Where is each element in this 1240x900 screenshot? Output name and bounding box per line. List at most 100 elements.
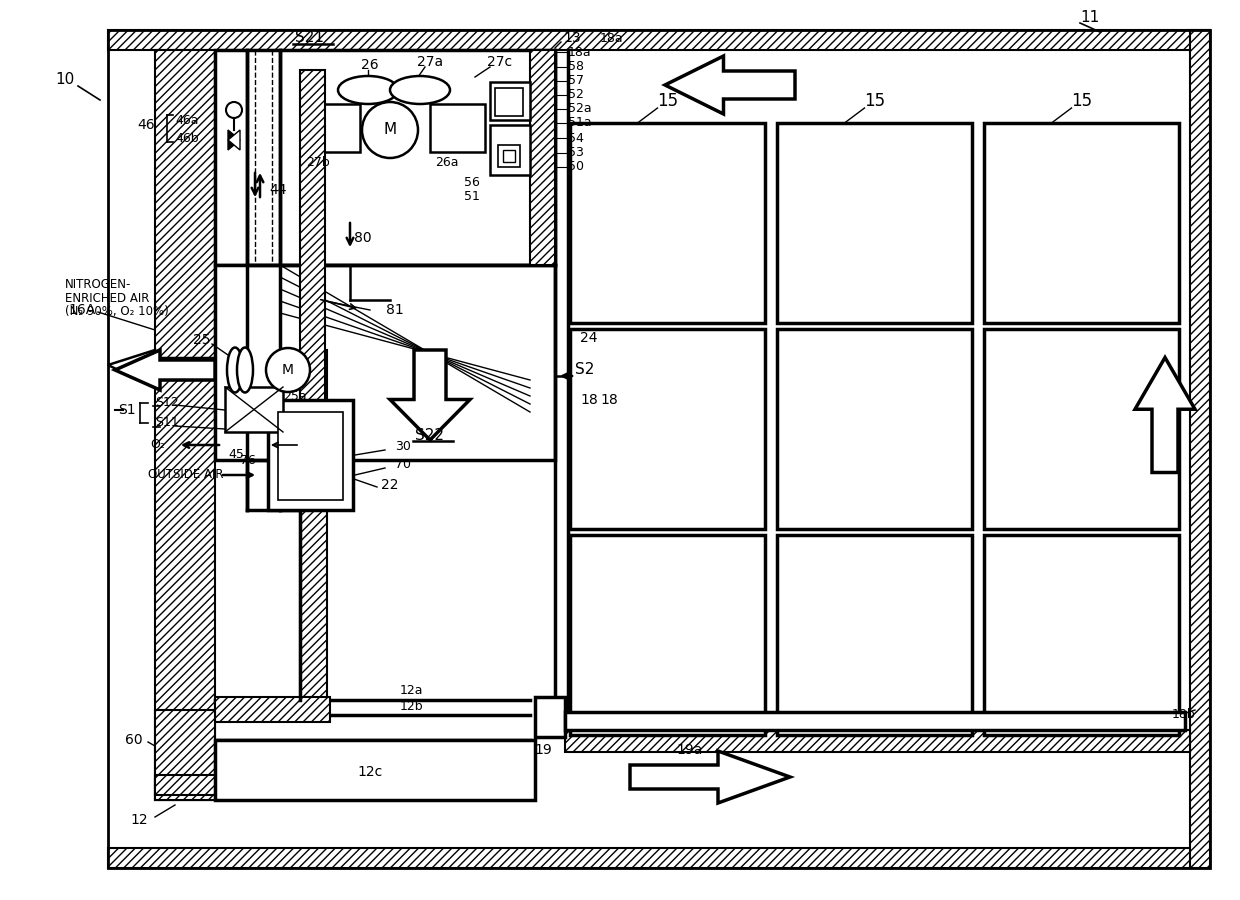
Text: 13: 13 bbox=[563, 31, 580, 45]
Bar bbox=[300, 70, 325, 510]
Text: 10: 10 bbox=[56, 73, 74, 87]
Text: 18: 18 bbox=[600, 393, 618, 407]
Text: (N₂ 90%, O₂ 10%): (N₂ 90%, O₂ 10%) bbox=[64, 304, 169, 318]
Polygon shape bbox=[630, 751, 790, 803]
Text: 15: 15 bbox=[864, 92, 885, 110]
Polygon shape bbox=[115, 350, 215, 390]
Text: 46: 46 bbox=[138, 118, 155, 132]
Bar bbox=[155, 775, 325, 795]
Circle shape bbox=[267, 348, 310, 392]
Text: 81: 81 bbox=[386, 303, 404, 317]
Text: 18: 18 bbox=[580, 393, 598, 407]
Bar bbox=[268, 400, 353, 510]
Text: 26: 26 bbox=[361, 58, 378, 72]
Text: 18b: 18b bbox=[1172, 708, 1195, 722]
Polygon shape bbox=[391, 350, 470, 440]
Polygon shape bbox=[665, 56, 795, 114]
Text: 30: 30 bbox=[396, 440, 410, 454]
Text: 25: 25 bbox=[192, 333, 210, 347]
Text: 60: 60 bbox=[125, 733, 143, 747]
Text: 52: 52 bbox=[568, 88, 584, 102]
Bar bbox=[155, 50, 215, 800]
Bar bbox=[503, 150, 515, 162]
Text: M: M bbox=[383, 122, 397, 138]
Polygon shape bbox=[228, 130, 241, 150]
Text: 27c: 27c bbox=[487, 55, 512, 69]
Text: 54: 54 bbox=[568, 131, 584, 145]
Ellipse shape bbox=[227, 347, 243, 392]
Text: 45: 45 bbox=[228, 448, 244, 462]
Text: 24: 24 bbox=[580, 331, 598, 345]
Text: S22: S22 bbox=[415, 428, 444, 443]
Text: 12: 12 bbox=[130, 813, 148, 827]
Bar bbox=[985, 329, 1179, 529]
Text: 18a: 18a bbox=[600, 32, 624, 44]
Text: 70: 70 bbox=[396, 458, 410, 472]
Text: 46a: 46a bbox=[175, 113, 198, 127]
Bar bbox=[529, 50, 556, 265]
Bar bbox=[108, 30, 1210, 50]
Text: 51: 51 bbox=[464, 191, 480, 203]
Text: 52a: 52a bbox=[568, 103, 591, 115]
Text: 22: 22 bbox=[381, 478, 399, 492]
Text: 12b: 12b bbox=[401, 700, 424, 714]
Text: 27a: 27a bbox=[417, 55, 443, 69]
Text: 25a: 25a bbox=[283, 390, 306, 402]
Ellipse shape bbox=[237, 347, 253, 392]
Text: 16A: 16A bbox=[68, 303, 95, 317]
Bar bbox=[215, 740, 534, 800]
Text: S12: S12 bbox=[155, 395, 179, 409]
Bar bbox=[215, 265, 556, 460]
Circle shape bbox=[362, 102, 418, 158]
Text: 51a: 51a bbox=[568, 116, 591, 130]
Text: S1: S1 bbox=[118, 403, 135, 417]
Text: 53: 53 bbox=[568, 147, 584, 159]
Bar bbox=[1190, 30, 1210, 868]
Bar bbox=[495, 88, 523, 116]
Bar bbox=[570, 329, 765, 529]
Polygon shape bbox=[228, 130, 241, 150]
Ellipse shape bbox=[339, 76, 398, 104]
Bar bbox=[534, 697, 565, 737]
Bar bbox=[777, 123, 972, 323]
Text: 50: 50 bbox=[568, 160, 584, 174]
Bar bbox=[777, 329, 972, 529]
Bar bbox=[215, 50, 556, 265]
Text: 12c: 12c bbox=[357, 765, 383, 779]
Text: 12a: 12a bbox=[401, 683, 424, 697]
Bar bbox=[498, 145, 520, 167]
Text: 80: 80 bbox=[355, 231, 372, 245]
Bar bbox=[570, 123, 765, 323]
Bar bbox=[430, 104, 485, 152]
Bar bbox=[985, 123, 1179, 323]
Bar bbox=[490, 125, 529, 175]
Bar bbox=[155, 780, 534, 800]
Text: 58: 58 bbox=[568, 60, 584, 74]
Bar bbox=[108, 30, 1210, 868]
Text: 11: 11 bbox=[1080, 11, 1100, 25]
Bar bbox=[108, 848, 1210, 868]
Text: 19a: 19a bbox=[677, 743, 703, 757]
Bar bbox=[305, 104, 360, 152]
Text: S21: S21 bbox=[295, 31, 325, 46]
Ellipse shape bbox=[391, 76, 450, 104]
Bar bbox=[215, 697, 330, 722]
Bar bbox=[777, 535, 972, 735]
Text: 19: 19 bbox=[534, 743, 552, 757]
Text: 18a: 18a bbox=[568, 46, 591, 58]
Bar bbox=[278, 412, 343, 500]
Text: 44: 44 bbox=[269, 183, 286, 197]
Bar bbox=[565, 712, 1185, 730]
Polygon shape bbox=[1135, 357, 1195, 472]
Bar bbox=[570, 535, 765, 735]
Text: OUTSIDE AIR: OUTSIDE AIR bbox=[148, 469, 223, 482]
Text: S11: S11 bbox=[155, 417, 179, 429]
Text: 15: 15 bbox=[1071, 92, 1092, 110]
Text: 76: 76 bbox=[241, 454, 255, 466]
Text: 46b: 46b bbox=[175, 131, 198, 145]
Text: ENRICHED AIR: ENRICHED AIR bbox=[64, 292, 149, 304]
Text: 26a: 26a bbox=[435, 156, 459, 168]
Text: 27b: 27b bbox=[306, 156, 330, 168]
Bar bbox=[224, 387, 283, 432]
Bar bbox=[155, 710, 215, 800]
